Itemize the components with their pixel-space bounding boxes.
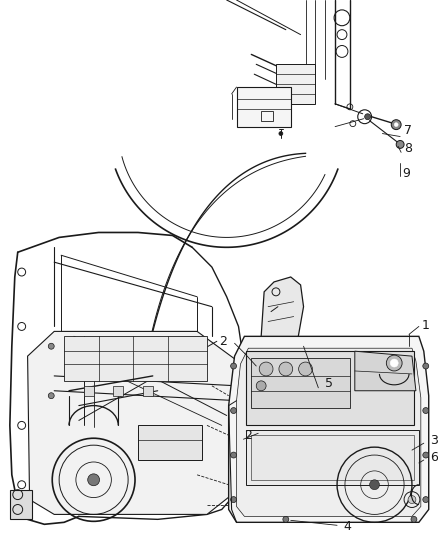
- Circle shape: [279, 362, 293, 376]
- Bar: [64, 336, 207, 381]
- Bar: [113, 386, 123, 395]
- Bar: [10, 490, 32, 519]
- Circle shape: [423, 497, 429, 503]
- Bar: [251, 435, 414, 480]
- Circle shape: [386, 355, 402, 371]
- Circle shape: [391, 120, 401, 130]
- Circle shape: [231, 363, 237, 369]
- Circle shape: [88, 474, 99, 486]
- Bar: [237, 87, 291, 127]
- Circle shape: [370, 480, 379, 490]
- Circle shape: [231, 408, 237, 414]
- Circle shape: [279, 132, 283, 135]
- Circle shape: [423, 408, 429, 414]
- Text: 3: 3: [430, 434, 438, 447]
- Polygon shape: [355, 351, 416, 391]
- Text: 6: 6: [430, 450, 438, 464]
- Bar: [84, 386, 94, 395]
- Circle shape: [411, 516, 417, 522]
- Circle shape: [390, 359, 398, 367]
- Text: 2: 2: [244, 429, 252, 442]
- Bar: [143, 386, 153, 395]
- Text: 7: 7: [404, 124, 412, 137]
- Polygon shape: [229, 336, 429, 522]
- Bar: [247, 351, 414, 425]
- Circle shape: [423, 452, 429, 458]
- Circle shape: [408, 496, 416, 504]
- Text: 1: 1: [422, 319, 430, 332]
- Text: 8: 8: [404, 142, 412, 155]
- Circle shape: [394, 123, 398, 127]
- Circle shape: [299, 362, 312, 376]
- Polygon shape: [28, 332, 244, 514]
- Polygon shape: [237, 348, 421, 516]
- Text: 5: 5: [325, 377, 333, 390]
- Circle shape: [231, 452, 237, 458]
- Text: 9: 9: [402, 167, 410, 180]
- Circle shape: [256, 381, 266, 391]
- Circle shape: [423, 363, 429, 369]
- Circle shape: [48, 343, 54, 349]
- Bar: [247, 430, 419, 484]
- Circle shape: [48, 393, 54, 399]
- Circle shape: [283, 516, 289, 522]
- Circle shape: [231, 497, 237, 503]
- Text: 2: 2: [219, 335, 227, 348]
- Text: 4: 4: [343, 520, 351, 533]
- Circle shape: [365, 114, 371, 120]
- Bar: [261, 111, 273, 120]
- Polygon shape: [276, 64, 315, 104]
- Circle shape: [396, 141, 404, 148]
- Polygon shape: [261, 277, 304, 356]
- Bar: [138, 425, 202, 460]
- Circle shape: [259, 362, 273, 376]
- Bar: [251, 358, 350, 408]
